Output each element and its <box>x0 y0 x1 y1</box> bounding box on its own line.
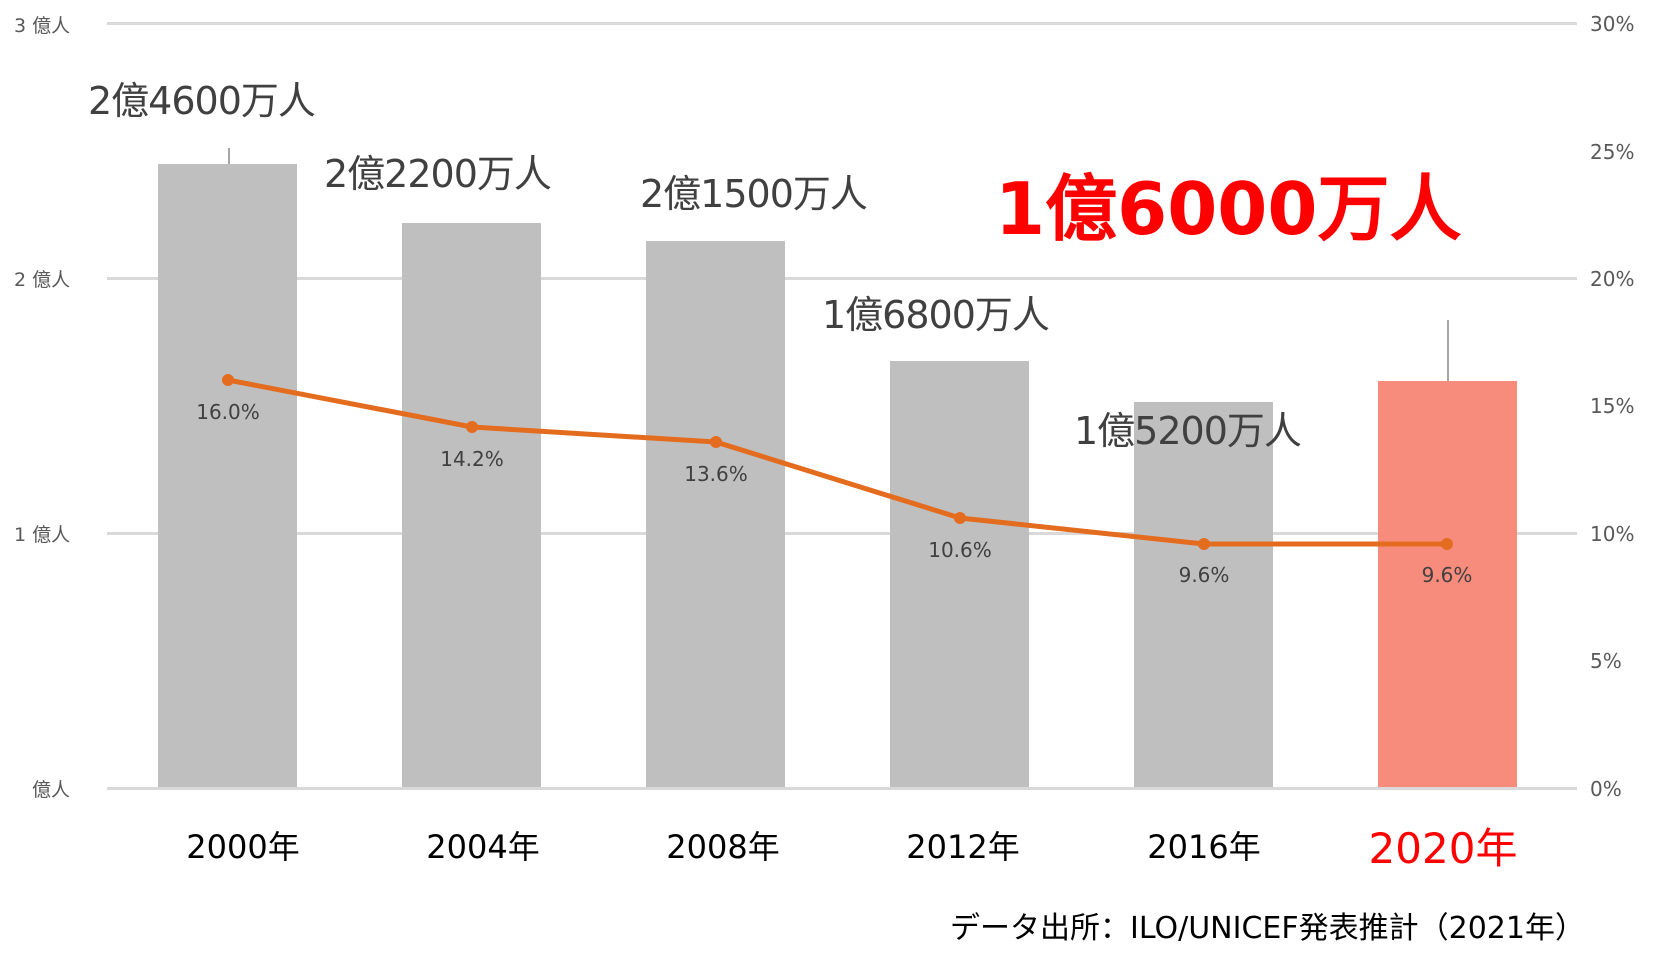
value-label-2000: 2億4600万人 <box>88 79 316 123</box>
y-right-tick-10: 10% <box>1590 522 1635 546</box>
x-label-2004: 2004年 <box>426 828 540 866</box>
pct-label-2000: 16.0% <box>196 400 260 424</box>
y-left-tick-0: 億人 <box>32 779 71 801</box>
pct-label-2008: 13.6% <box>684 462 748 486</box>
x-label-2016: 2016年 <box>1147 828 1261 866</box>
y-left-tick-3: 3 億人 <box>14 15 71 37</box>
value-label-2016: 1億5200万人 <box>1074 409 1302 453</box>
x-label-2012: 2012年 <box>906 828 1020 866</box>
x-label-2000: 2000年 <box>186 828 300 866</box>
value-label-2020-highlight: 1億6000万人 <box>995 167 1462 251</box>
y-right-tick-15: 15% <box>1590 394 1635 418</box>
bar-2000 <box>158 164 297 787</box>
gridline-2 <box>107 277 1577 280</box>
y-right-tick-5: 5% <box>1590 649 1622 673</box>
value-label-2004: 2億2200万人 <box>324 152 552 196</box>
pct-label-2012: 10.6% <box>928 538 992 562</box>
bar-2012 <box>890 361 1029 787</box>
leader-line-2000 <box>228 148 230 164</box>
x-label-2008: 2008年 <box>666 828 780 866</box>
gridline-1 <box>107 532 1577 535</box>
x-label-2020: 2020年 <box>1368 824 1518 873</box>
y-right-tick-25: 25% <box>1590 140 1635 164</box>
bar-2016 <box>1134 402 1273 787</box>
y-right-tick-30: 30% <box>1590 12 1635 36</box>
bar-2004 <box>402 223 541 787</box>
x-axis-baseline <box>107 787 1577 790</box>
value-label-2008: 2億1500万人 <box>640 172 868 216</box>
pct-label-2020: 9.6% <box>1421 563 1473 587</box>
y-right-tick-20: 20% <box>1590 267 1635 291</box>
leader-line-2020 <box>1447 320 1449 381</box>
value-label-2012: 1億6800万人 <box>822 293 1050 337</box>
y-right-tick-0: 0% <box>1590 777 1622 801</box>
pct-label-2016: 9.6% <box>1178 563 1230 587</box>
bar-2008 <box>646 241 785 787</box>
y-left-tick-2: 2 億人 <box>14 269 71 291</box>
y-left-tick-1: 1 億人 <box>14 524 71 546</box>
pct-label-2004: 14.2% <box>440 447 504 471</box>
data-source-note: データ出所：ILO/UNICEF発表推計（2021年） <box>950 911 1585 946</box>
bar-2020 <box>1378 381 1517 787</box>
gridline-3 <box>107 22 1577 25</box>
